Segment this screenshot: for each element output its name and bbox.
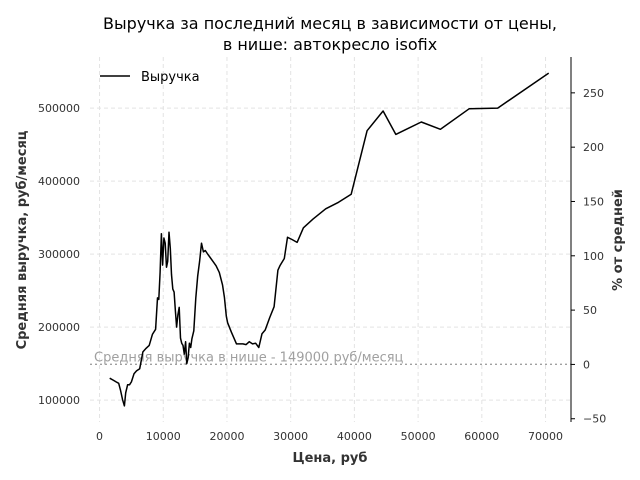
y-right-tick-label: 200	[583, 141, 604, 154]
x-axis-label: Цена, руб	[293, 451, 368, 466]
y-ticks-left: 100000 200000 300000 400000 500000	[38, 102, 80, 407]
y-right-tick-label: 50	[583, 304, 597, 317]
y-tick-label: 500000	[38, 102, 80, 115]
y-tick-label: 400000	[38, 175, 80, 188]
y-right-tick-label: 150	[583, 195, 604, 208]
series-layer	[109, 72, 550, 407]
y-right-tick-label: −50	[583, 413, 606, 426]
x-tick-label: 50000	[401, 430, 436, 443]
x-tick-label: 0	[96, 430, 103, 443]
x-ticks: 0 10000 20000 30000 40000 50000 60000 70000	[96, 430, 563, 443]
x-tick-label: 70000	[528, 430, 563, 443]
legend: Выручка	[100, 70, 200, 85]
y-tick-label: 200000	[38, 321, 80, 334]
chart-title-line-1: Выручка за последний месяц в зависимости…	[103, 14, 557, 33]
x-tick-label: 30000	[273, 430, 308, 443]
y-right-tick-label: 0	[583, 358, 590, 371]
x-tick-label: 10000	[146, 430, 181, 443]
y-tick-label: 300000	[38, 248, 80, 261]
y-axis-label-left: Средняя выручка, руб/месяц	[15, 130, 30, 349]
x-tick-label: 20000	[209, 430, 244, 443]
x-tick-label: 40000	[337, 430, 372, 443]
y-tick-label: 100000	[38, 394, 80, 407]
series-line-revenue	[109, 72, 550, 407]
y-right-tick-label: 250	[583, 87, 604, 100]
y-ticks-right: −50 0 50 100 150 200 250	[571, 87, 606, 426]
legend-label: Выручка	[141, 70, 200, 85]
average-reference-label: Средняя выручка в нише - 149000 руб/меся…	[94, 350, 404, 365]
x-tick-label: 60000	[464, 430, 499, 443]
y-axis-label-right: % от средней	[611, 189, 626, 291]
y-right-tick-label: 100	[583, 250, 604, 263]
reference-layer: Средняя выручка в нише - 149000 руб/меся…	[90, 350, 571, 365]
chart-title-line-2: в нише: автокресло isofix	[223, 35, 437, 54]
